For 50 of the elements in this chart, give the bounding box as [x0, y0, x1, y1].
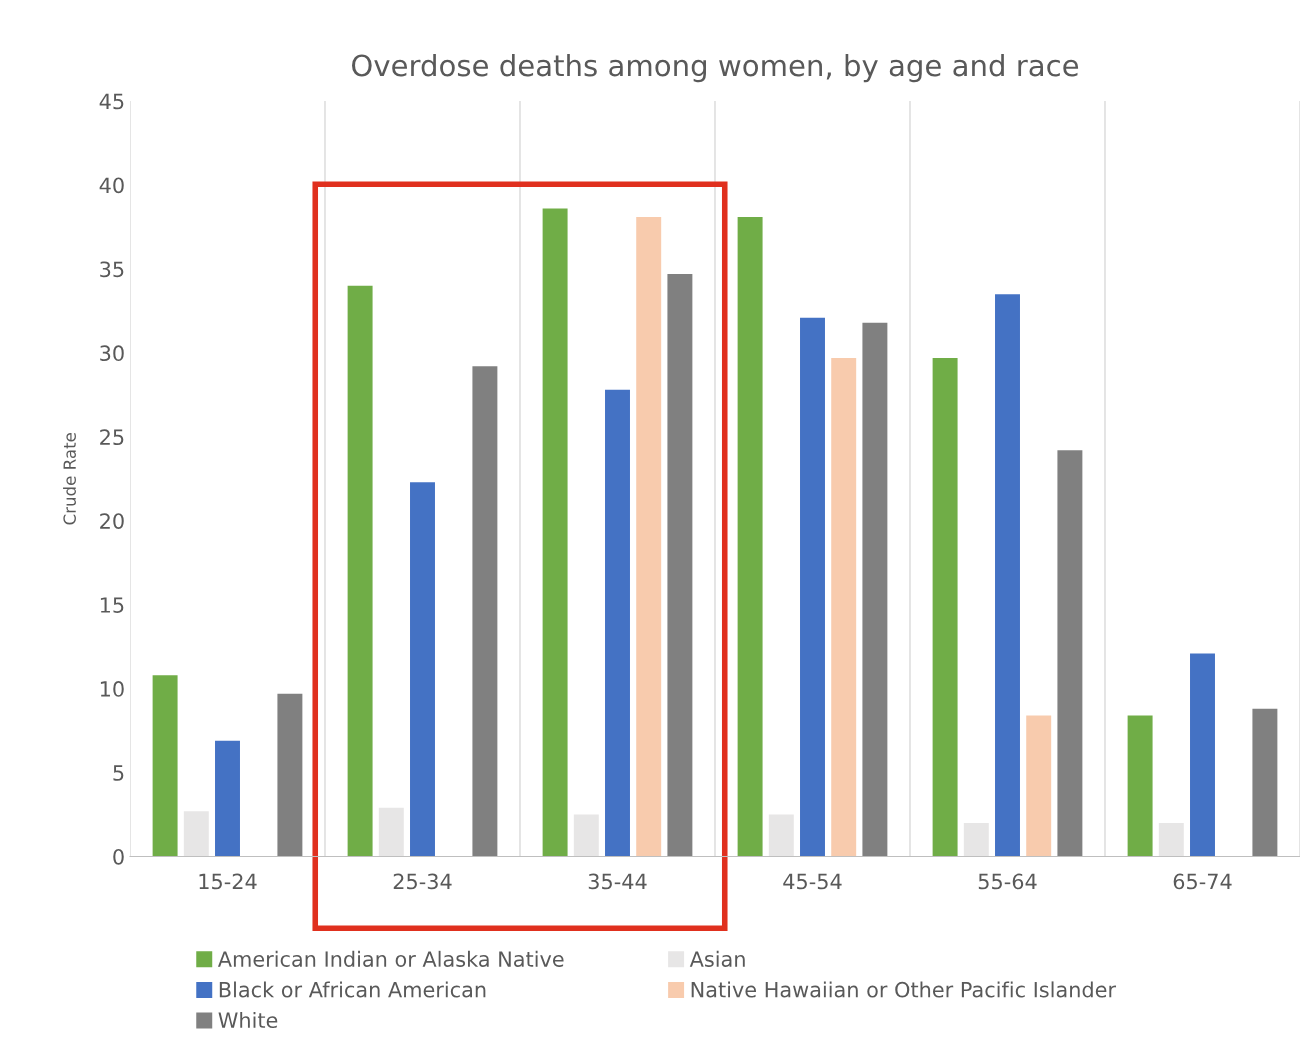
- y-tick-label: 15: [100, 597, 124, 613]
- bar: [862, 322, 888, 857]
- x-tick-label: 15-24: [199, 873, 257, 890]
- bar: [1057, 450, 1083, 857]
- bar: [605, 389, 630, 857]
- bar: [542, 208, 568, 857]
- bar: [932, 357, 958, 857]
- bar: [183, 811, 209, 857]
- y-tick-label: 5: [113, 765, 124, 781]
- bar: [800, 317, 825, 857]
- y-tick-label: 10: [100, 681, 124, 697]
- bar: [667, 273, 693, 857]
- y-tick-label: 25: [100, 429, 124, 446]
- chart-title: Overdose deaths among women, by age and race: [352, 53, 1079, 83]
- bar: [963, 822, 989, 857]
- bar: [410, 482, 435, 857]
- bar: [1158, 822, 1184, 857]
- y-axis-title: Crude Rate: [63, 432, 76, 525]
- bar: [636, 216, 662, 857]
- y-tick-label: 45: [99, 93, 124, 110]
- bar: [768, 814, 794, 857]
- y-tick-label: 35: [100, 261, 124, 278]
- bar: [472, 366, 498, 857]
- x-tick-label: 35-44: [588, 873, 647, 890]
- bar: [1190, 653, 1215, 857]
- y-tick-label: 0: [113, 848, 124, 865]
- bar: [1252, 708, 1278, 857]
- bar: [347, 285, 373, 857]
- y-tick-label: 40: [99, 177, 124, 194]
- x-tick-label: 25-34: [393, 873, 452, 890]
- x-tick-label: 45-54: [783, 873, 842, 890]
- bar: [215, 740, 240, 857]
- bar: [737, 216, 763, 857]
- legend-label: American Indian or Alaska Native: [217, 950, 564, 967]
- bar: [152, 675, 178, 857]
- bar: [573, 814, 599, 857]
- bar: [277, 693, 303, 857]
- y-tick-label: 20: [100, 513, 124, 529]
- bar: [1127, 715, 1153, 857]
- bar: [378, 807, 404, 857]
- legend-label: Native Hawaiian or Other Pacific Islander: [691, 981, 1117, 998]
- bar: [831, 357, 857, 857]
- x-tick-label: 65-74: [1173, 873, 1232, 890]
- legend-label: White: [218, 1011, 278, 1029]
- y-tick-label: 30: [100, 345, 124, 362]
- bar: [995, 294, 1020, 857]
- legend-label: Black or African American: [219, 981, 486, 998]
- x-tick-label: 55-64: [978, 873, 1037, 890]
- legend-label: Asian: [689, 950, 745, 967]
- bar: [1026, 715, 1052, 857]
